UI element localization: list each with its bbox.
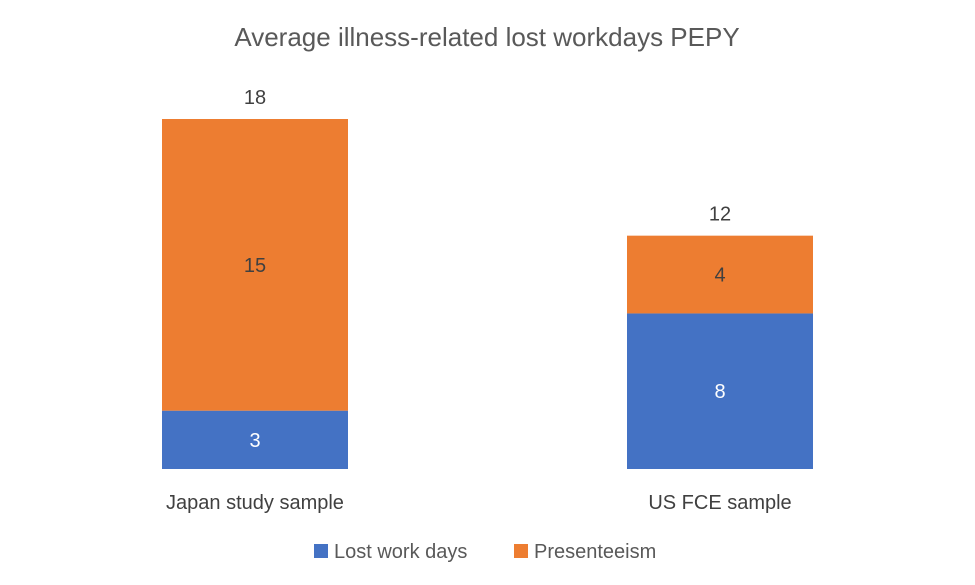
data-label-lost-work-days-1: 8 <box>714 381 725 403</box>
legend-label: Presenteeism <box>534 541 656 563</box>
bars-group: 3 15 18 Japan study sample 8 4 12 US FCE sample <box>162 87 813 514</box>
category-label-0: Japan study sample <box>166 492 344 514</box>
bar-lost-work-days-1 <box>627 313 813 469</box>
data-label-lost-work-days-0: 3 <box>249 430 260 452</box>
legend-swatch <box>514 544 528 558</box>
total-label-1: 12 <box>709 204 731 226</box>
legend-label: Lost work days <box>334 541 467 563</box>
total-label-0: 18 <box>244 87 266 109</box>
category-label-1: US FCE sample <box>648 492 791 514</box>
chart-title: Average illness-related lost workdays PE… <box>234 22 739 52</box>
legend: Lost work days Presenteeism <box>314 541 656 563</box>
legend-swatch <box>314 544 328 558</box>
legend-item-lost-work-days: Lost work days <box>314 541 467 563</box>
bar-presenteeism-1 <box>627 235 813 314</box>
data-label-presenteeism-0: 15 <box>244 255 266 277</box>
bar-presenteeism-0 <box>162 119 348 411</box>
legend-item-presenteeism: Presenteeism <box>514 541 656 563</box>
data-label-presenteeism-1: 4 <box>714 265 725 287</box>
bar-lost-work-days-0 <box>162 410 348 469</box>
